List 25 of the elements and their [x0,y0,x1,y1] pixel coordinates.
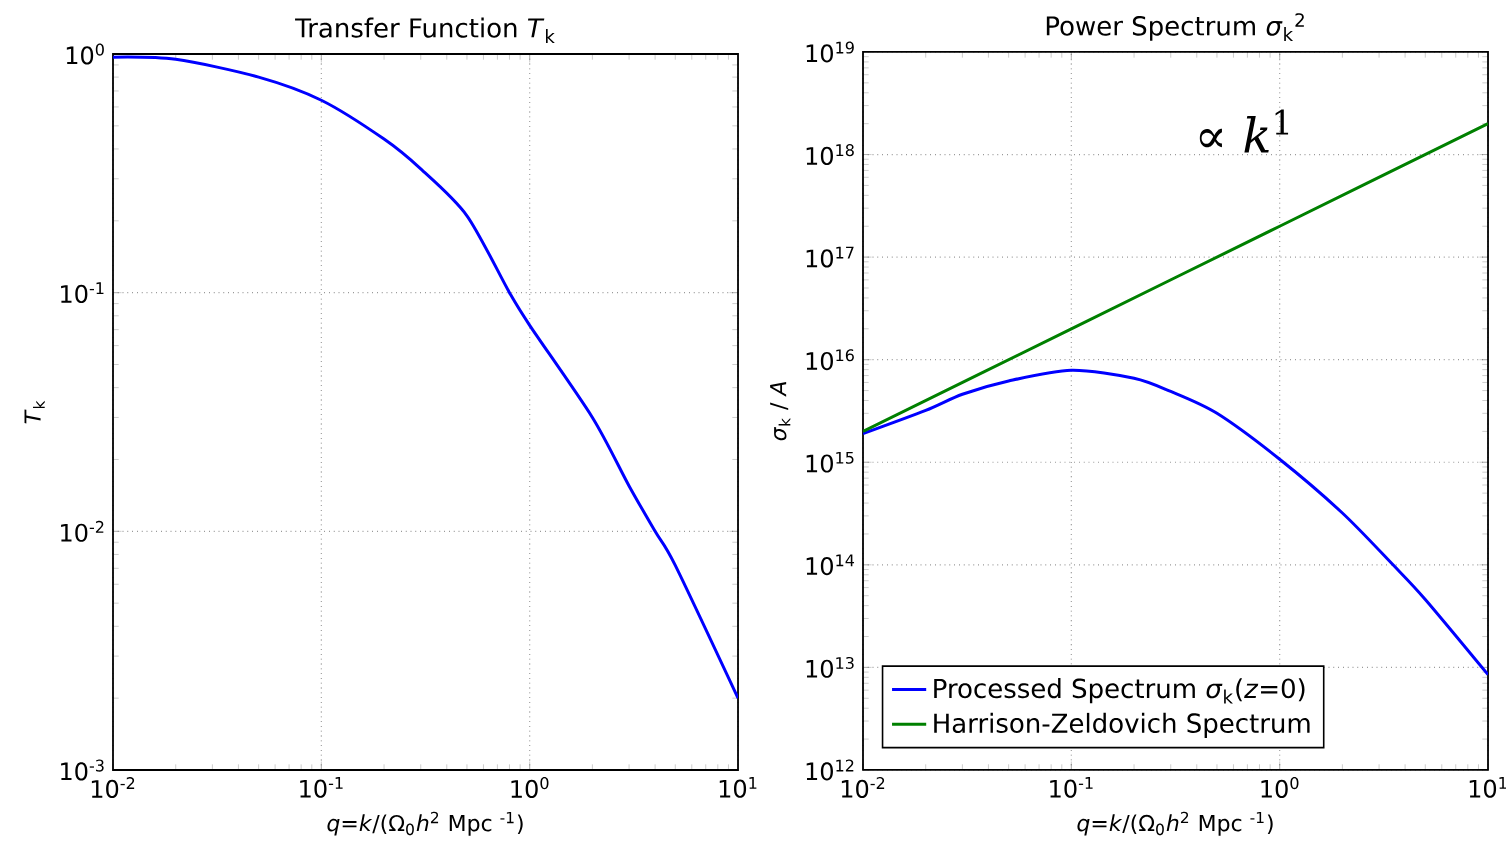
y-tick-label: 10$^{15}$ [806,451,854,473]
chart-title: Power Spectrum σ$_{k}$2 [1046,13,1304,41]
y-tick-label: 10$^{18}$ [806,144,854,166]
x-tick-label: 10$^{1}$ [1469,777,1506,798]
y-tick-label: 10$^{16}$ [806,349,854,371]
x-tick-label: 10$^{0}$ [1261,777,1299,798]
y-tick-label: 10$^{-2}$ [61,520,104,542]
chart-title: Transfer Function T$_{k}$ [295,17,555,43]
legend-label: Processed Spectrum σ$_{k}$(z=0) [934,678,1305,704]
x-tick-label: 10$^{1}$ [719,777,757,798]
annotation: ∝ k$^{1}$ [1199,109,1289,153]
y-axis-title: σ$_{k}$ / A [770,382,791,441]
y-tick-label: 10$^{-1}$ [61,282,104,304]
x-tick-label: 10$^{-1}$ [300,777,343,798]
y-tick-label: 10$^{14}$ [806,554,855,576]
y-tick-label: 10$^{13}$ [806,656,854,678]
y-tick-label: 10$^{17}$ [806,246,854,268]
text: q=k/(Ω$_{0}$h$^{2}$ Mpc $^{-1}$) [1077,811,1273,836]
text: q=k/(Ω$_{0}$h$^{2}$ Mpc $^{-1}$) [327,811,523,836]
legend-label: Harrison-Zeldovich Spectrum [934,712,1310,739]
y-axis-title: T$_{k}$ [24,400,45,424]
x-tick-label: 10$^{0}$ [511,777,549,798]
x-tick-label: 10$^{-1}$ [1050,777,1093,798]
y-tick-label: 10$^{19}$ [806,41,854,63]
y-tick-label: 10$^{0}$ [66,43,104,65]
